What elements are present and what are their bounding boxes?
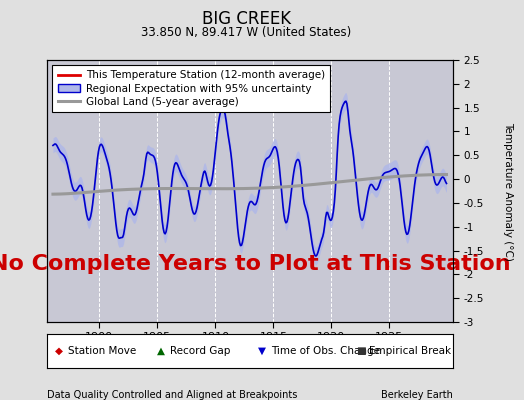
Text: Station Move: Station Move (68, 346, 137, 356)
Text: Record Gap: Record Gap (170, 346, 230, 356)
Text: 33.850 N, 89.417 W (United States): 33.850 N, 89.417 W (United States) (141, 26, 352, 39)
Text: Empirical Break: Empirical Break (369, 346, 451, 356)
Text: Data Quality Controlled and Aligned at Breakpoints: Data Quality Controlled and Aligned at B… (47, 390, 298, 400)
Text: BIG CREEK: BIG CREEK (202, 10, 291, 28)
Text: ◆: ◆ (55, 346, 63, 356)
Y-axis label: Temperature Anomaly (°C): Temperature Anomaly (°C) (504, 122, 514, 260)
Text: ▼: ▼ (258, 346, 266, 356)
Text: Time of Obs. Change: Time of Obs. Change (271, 346, 380, 356)
Text: Berkeley Earth: Berkeley Earth (381, 390, 453, 400)
Text: No Complete Years to Plot at This Station: No Complete Years to Plot at This Statio… (0, 254, 510, 274)
Text: ▲: ▲ (157, 346, 165, 356)
Text: ■: ■ (356, 346, 366, 356)
Legend: This Temperature Station (12-month average), Regional Expectation with 95% uncer: This Temperature Station (12-month avera… (52, 65, 330, 112)
